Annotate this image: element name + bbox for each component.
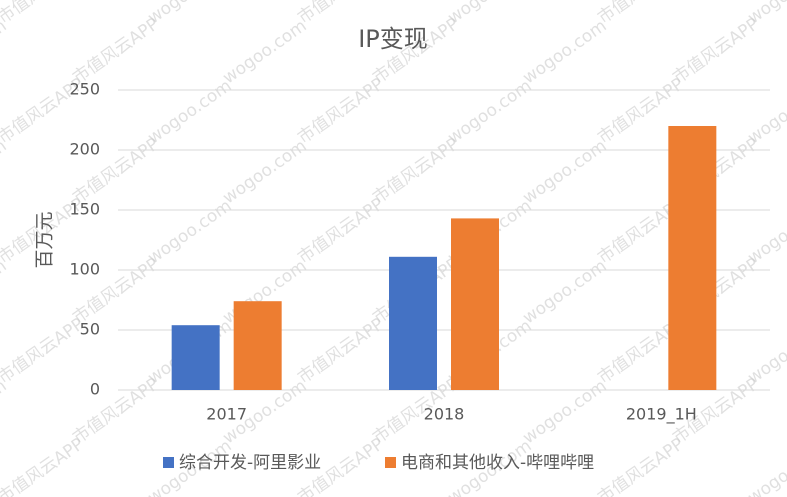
- watermark-text: 市值风云APP: [594, 0, 688, 28]
- legend-label: 综合开发-阿里影业: [179, 453, 321, 473]
- chart-title: IP变现: [358, 25, 428, 53]
- legend-swatch: [163, 457, 174, 468]
- watermark-text: wogoo.com: [744, 436, 787, 497]
- bar: [389, 256, 437, 390]
- watermark-text: wogoo.com: [519, 16, 610, 88]
- watermark-text: wogoo.com: [0, 256, 10, 328]
- watermark-text: 市值风云APP: [294, 314, 388, 388]
- watermark-text: wogoo.com: [444, 76, 535, 148]
- watermark-text: wogoo.com: [144, 76, 235, 148]
- bar: [668, 126, 717, 390]
- watermark-text: wogoo.com: [219, 136, 310, 208]
- watermark-text: wogoo.com: [144, 196, 235, 268]
- x-tick-label: 2017: [206, 405, 247, 424]
- watermark-text: 市值风云APP: [294, 194, 388, 268]
- watermark-text: wogoo.com: [519, 136, 610, 208]
- watermark-text: 市值风云APP: [0, 314, 88, 388]
- watermark-text: wogoo.com: [519, 376, 610, 448]
- x-tick-label: 2018: [424, 405, 465, 424]
- bar: [451, 218, 499, 390]
- watermark-text: 市值风云APP: [294, 74, 388, 148]
- y-tick-label: 250: [69, 80, 100, 99]
- watermark-text: wogoo.com: [0, 16, 10, 88]
- watermark-text: wogoo.com: [519, 256, 610, 328]
- x-tick-label: 2019_1H: [626, 405, 697, 425]
- y-tick-label: 0: [90, 380, 100, 399]
- legend-label: 电商和其他收入-哔哩哔哩: [401, 453, 594, 473]
- watermark-text: 市值风云APP: [69, 374, 163, 448]
- watermark-text: 市值风云APP: [369, 134, 463, 208]
- bar: [233, 301, 282, 390]
- watermark-text: wogoo.com: [0, 136, 10, 208]
- y-tick-label: 50: [80, 320, 100, 339]
- y-tick-label: 200: [69, 140, 100, 159]
- bar: [171, 325, 220, 390]
- y-tick-label: 100: [69, 260, 100, 279]
- watermark-text: 市值风云APP: [594, 434, 688, 497]
- watermark-text: 市值风云APP: [0, 434, 88, 497]
- watermark-text: 市值风云APP: [669, 14, 763, 88]
- watermark-text: 市值风云APP: [294, 0, 388, 28]
- y-tick-label: 150: [69, 200, 100, 219]
- watermark-text: wogoo.com: [0, 376, 10, 448]
- watermark-text: wogoo.com: [219, 16, 310, 88]
- y-axis-label: 百万元: [34, 211, 56, 268]
- watermark-text: 市值风云APP: [0, 0, 88, 28]
- watermark-text: 市值风云APP: [69, 14, 163, 88]
- legend-swatch: [385, 457, 396, 468]
